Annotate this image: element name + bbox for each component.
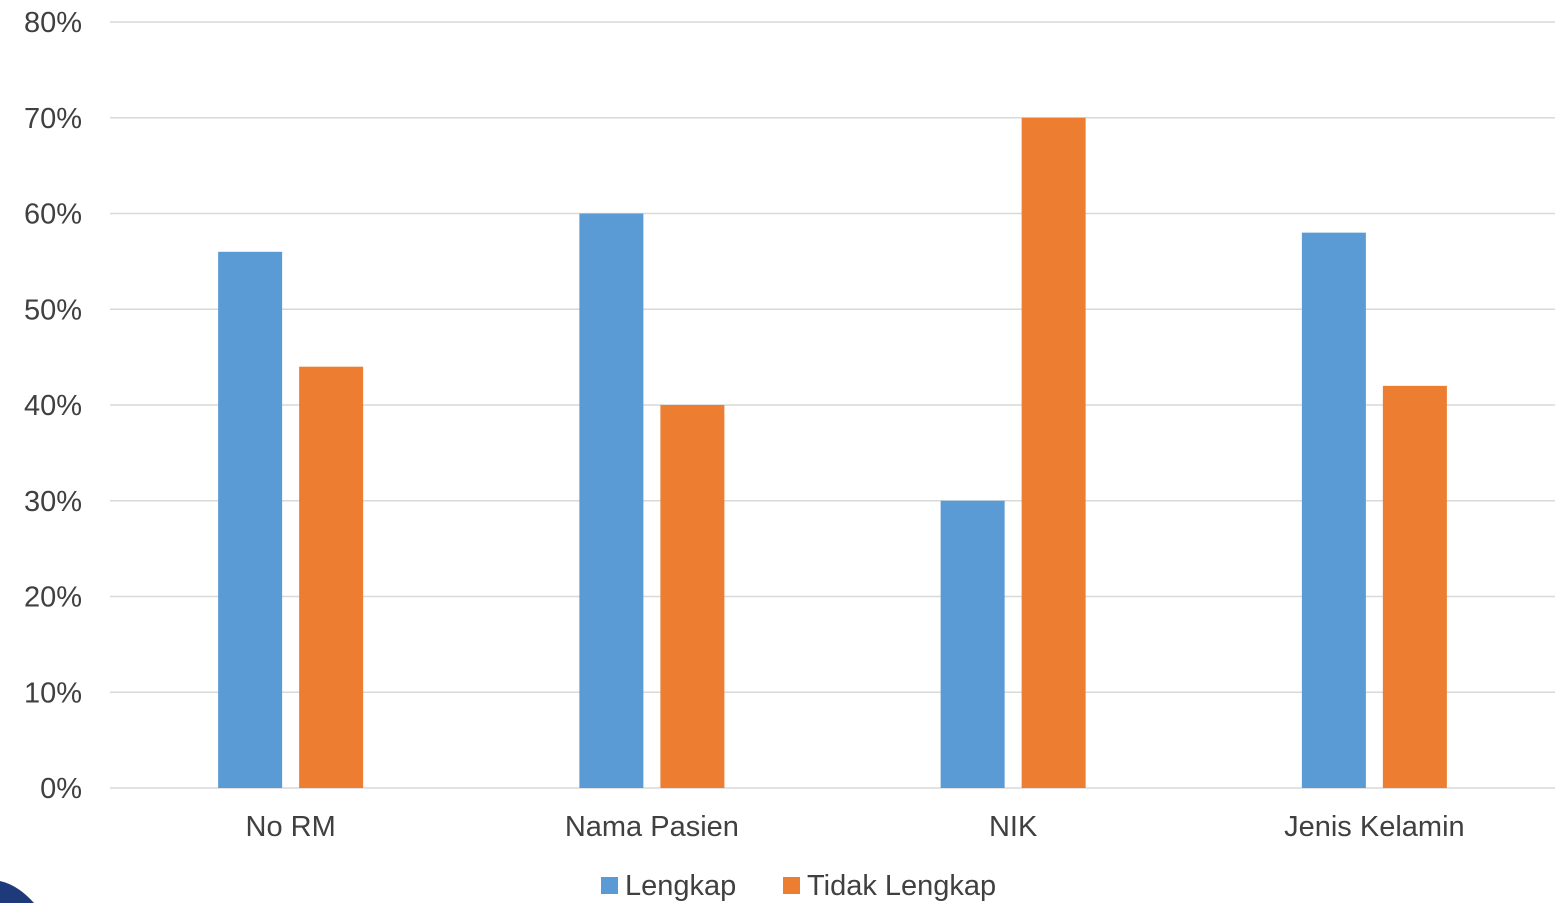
y-tick-label: 40% xyxy=(24,390,82,422)
legend-swatch xyxy=(783,877,800,894)
bar-lengkap xyxy=(1301,232,1366,788)
bars xyxy=(218,117,1447,789)
y-tick-label: 70% xyxy=(24,103,82,135)
y-tick-label: 30% xyxy=(24,486,82,518)
x-category-label: Nama Pasien xyxy=(565,811,739,843)
y-tick-label: 10% xyxy=(24,677,82,709)
bar-lengkap xyxy=(218,251,283,789)
legend-label: Tidak Lengkap xyxy=(807,870,996,902)
bar-tidak-lengkap xyxy=(1382,385,1447,788)
y-tick-label: 0% xyxy=(40,773,82,805)
bar-tidak-lengkap xyxy=(299,366,364,788)
x-axis-category-labels: No RM Nama Pasien NIK Jenis Kelamin xyxy=(246,811,1465,843)
y-tick-label: 80% xyxy=(24,7,82,39)
y-axis-tick-labels: 0% 10% 20% 30% 40% 50% 60% 70% 80% xyxy=(24,7,82,805)
x-category-label: NIK xyxy=(989,811,1038,843)
x-category-label: Jenis Kelamin xyxy=(1284,811,1465,843)
legend-label: Lengkap xyxy=(625,870,736,902)
legend: Lengkap Tidak Lengkap xyxy=(601,870,996,902)
y-tick-label: 60% xyxy=(24,199,82,231)
y-tick-label: 20% xyxy=(24,582,82,614)
bar-tidak-lengkap xyxy=(660,405,725,788)
x-category-label: No RM xyxy=(246,811,336,843)
y-tick-label: 50% xyxy=(24,294,82,326)
bar-lengkap xyxy=(940,500,1005,788)
bar-lengkap xyxy=(579,213,644,788)
legend-swatch xyxy=(601,877,618,894)
bar-tidak-lengkap xyxy=(1021,117,1086,788)
